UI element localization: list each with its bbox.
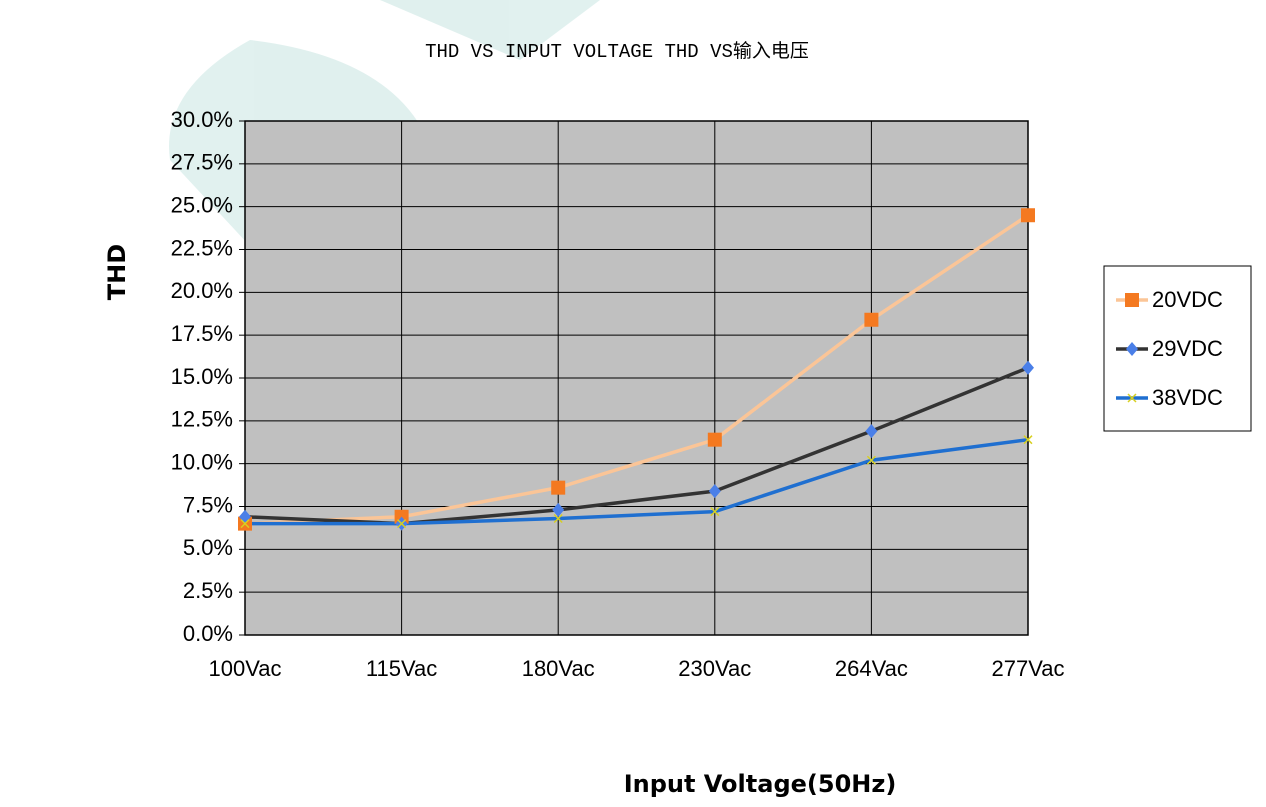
- chart-title: THD VS INPUT VOLTAGE THD VS输入电压: [425, 40, 809, 63]
- marker: [864, 312, 879, 327]
- legend: 20VDC 29VDC 38VDC: [1103, 265, 1252, 432]
- marker: [708, 484, 721, 499]
- series-line: [245, 437, 1029, 526]
- y-tick-label: 17.5%: [171, 321, 233, 346]
- marker: [553, 513, 563, 524]
- x-tick-label: 230Vac: [678, 656, 751, 681]
- marker: [551, 480, 566, 495]
- plot-border: [244, 120, 1029, 636]
- y-tick-label: 12.5%: [171, 407, 233, 432]
- legend-marker: [1127, 393, 1137, 403]
- marker: [240, 519, 250, 529]
- series-line: [244, 213, 1029, 526]
- x-tick-label: 264Vac: [835, 656, 908, 681]
- legend-marker: [1126, 342, 1138, 356]
- marker: [552, 502, 565, 517]
- x-tick-label: 277Vac: [992, 656, 1065, 681]
- x-tick-label: 115Vac: [366, 656, 437, 681]
- marker: [710, 507, 720, 517]
- y-tick-label: 0.0%: [183, 621, 233, 646]
- y-tick-label: 7.5%: [183, 492, 233, 517]
- watermark-shape: [380, 0, 600, 60]
- y-tick-label: 27.5%: [171, 150, 233, 175]
- y-tick-label: 30.0%: [171, 107, 233, 132]
- marker: [1023, 435, 1033, 445]
- marker: [866, 455, 876, 465]
- x-tick-label: 100Vac: [209, 656, 282, 681]
- marker: [397, 519, 407, 529]
- marker: [1021, 208, 1035, 223]
- y-tick-label: 20.0%: [171, 278, 233, 303]
- y-tick-label: 5.0%: [183, 535, 233, 560]
- legend-label: 20VDC: [1152, 287, 1223, 312]
- y-tick-label: 22.5%: [171, 235, 233, 260]
- y-tick-label: 2.5%: [183, 578, 233, 603]
- x-axis-title: Input Voltage(50Hz): [624, 770, 897, 798]
- legend-marker: [1125, 293, 1139, 307]
- y-tick-label: 15.0%: [171, 364, 233, 389]
- legend-label: 29VDC: [1152, 336, 1223, 361]
- y-tick-label: 10.0%: [171, 449, 233, 474]
- y-tick-label: 25.0%: [171, 192, 233, 217]
- y-axis-title: THD: [103, 244, 131, 300]
- marker: [1022, 360, 1034, 375]
- x-tick-label: 180Vac: [522, 656, 595, 681]
- marker: [707, 432, 722, 447]
- legend-label: 38VDC: [1152, 385, 1223, 410]
- marker: [865, 424, 878, 439]
